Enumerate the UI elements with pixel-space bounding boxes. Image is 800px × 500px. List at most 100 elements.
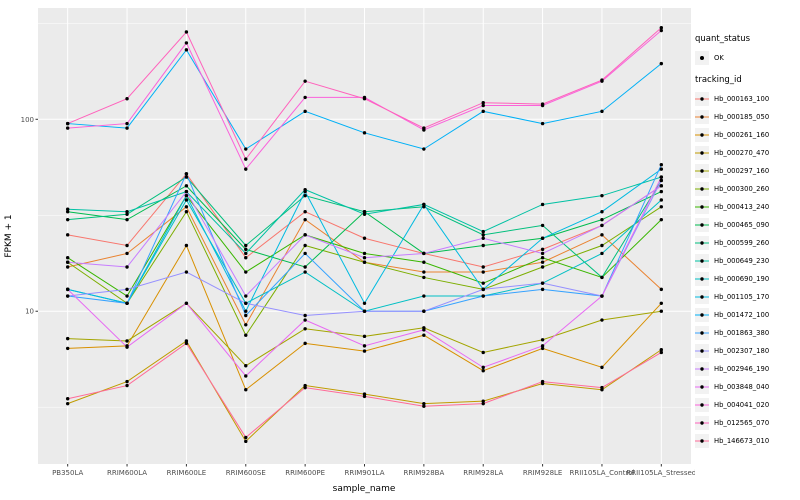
data-point bbox=[303, 270, 307, 274]
data-point bbox=[125, 265, 129, 269]
legend-key-icon bbox=[695, 92, 709, 106]
legend-item-label: Hb_146673_010 bbox=[714, 437, 770, 445]
legend-item: Hb_012565_070 bbox=[695, 414, 800, 432]
data-point bbox=[244, 251, 248, 256]
data-point bbox=[65, 287, 70, 292]
legend-key-icon bbox=[695, 380, 709, 394]
data-point bbox=[125, 251, 129, 256]
legend-item-label: Hb_001472_100 bbox=[714, 311, 770, 319]
data-point bbox=[540, 346, 545, 351]
legend-key-icon bbox=[695, 128, 709, 142]
legend-item: Hb_000261_160 bbox=[695, 126, 800, 144]
data-point bbox=[481, 103, 485, 108]
data-point bbox=[481, 365, 485, 370]
legend-item: Hb_001472_100 bbox=[695, 306, 800, 324]
data-point bbox=[125, 294, 129, 298]
plot-panel: 10 100 PB350LA RRIM600LA RRIM600LE RRIM600SE R… bbox=[4, 8, 695, 494]
legend-item: Hb_000413_240 bbox=[695, 198, 800, 216]
data-point bbox=[481, 399, 485, 403]
data-point bbox=[362, 394, 367, 399]
data-point bbox=[659, 350, 664, 355]
data-point bbox=[659, 184, 664, 188]
data-point bbox=[422, 328, 426, 332]
data-point bbox=[184, 210, 189, 214]
data-point bbox=[244, 323, 248, 327]
data-point bbox=[540, 247, 545, 252]
legend-item-label: Hb_000300_260 bbox=[714, 185, 770, 193]
data-point bbox=[65, 233, 70, 237]
legend-key-icon bbox=[695, 236, 709, 250]
legend-item-label: Hb_003848_040 bbox=[714, 383, 770, 391]
data-point bbox=[303, 265, 307, 269]
data-point bbox=[303, 243, 307, 248]
data-point bbox=[659, 287, 664, 292]
plot-svg: 10 100 PB350LA RRIM600LA RRIM600LE RRIM600SE R… bbox=[4, 8, 695, 494]
legend-item: Hb_146673_010 bbox=[695, 432, 800, 450]
data-point bbox=[600, 365, 604, 370]
data-point bbox=[659, 61, 664, 66]
data-point bbox=[362, 212, 367, 216]
data-point bbox=[362, 349, 367, 353]
legend-quant-status-block: quant_status OK bbox=[695, 34, 800, 67]
data-point bbox=[125, 97, 129, 101]
x-tick-label: RRIM600LE bbox=[167, 469, 207, 477]
data-point bbox=[540, 344, 545, 348]
data-point bbox=[184, 270, 189, 274]
data-point bbox=[659, 175, 664, 179]
data-point bbox=[244, 147, 248, 151]
data-point bbox=[125, 210, 129, 214]
data-point bbox=[600, 217, 604, 222]
data-point bbox=[659, 198, 664, 202]
data-point bbox=[659, 28, 664, 33]
legend-item: Hb_000599_260 bbox=[695, 234, 800, 252]
data-point bbox=[244, 364, 248, 368]
x-tick-label: RRIM928LA bbox=[463, 469, 503, 477]
legend-item: Hb_001105_170 bbox=[695, 288, 800, 306]
data-point bbox=[540, 281, 545, 285]
x-tick-label: RRII105LA_Control bbox=[570, 469, 635, 477]
data-point bbox=[303, 318, 307, 322]
data-point bbox=[481, 101, 485, 105]
legend-item-label: Hb_002307_180 bbox=[714, 347, 770, 355]
data-point bbox=[184, 172, 189, 176]
legend-item-label: Hb_000297_160 bbox=[714, 167, 770, 175]
x-tick-label: RRIM600LA bbox=[107, 469, 147, 477]
data-point bbox=[65, 294, 70, 298]
legend-key-icon bbox=[695, 218, 709, 232]
data-point bbox=[65, 265, 70, 269]
legend-key-icon bbox=[695, 362, 709, 376]
data-point bbox=[303, 251, 307, 256]
legend-key-icon bbox=[695, 254, 709, 268]
data-point bbox=[422, 147, 426, 151]
legend-item-label: Hb_000690_190 bbox=[714, 275, 770, 283]
data-point bbox=[184, 339, 189, 343]
data-point bbox=[303, 327, 307, 331]
legend-item: Hb_000185_050 bbox=[695, 108, 800, 126]
data-point bbox=[362, 334, 367, 339]
data-point bbox=[659, 205, 664, 209]
legend-item-label: Hb_000465_090 bbox=[714, 221, 770, 229]
legend-item-ok: OK bbox=[695, 49, 800, 67]
data-point bbox=[540, 251, 545, 256]
x-tick-label: RRIM928BA bbox=[403, 469, 444, 477]
legend-key-icon bbox=[695, 434, 709, 448]
legend-item: Hb_001863_380 bbox=[695, 324, 800, 342]
data-point bbox=[540, 379, 545, 384]
legend-key-icon bbox=[695, 308, 709, 322]
data-point bbox=[659, 26, 664, 30]
data-point bbox=[65, 210, 70, 214]
data-point bbox=[422, 275, 426, 280]
data-point bbox=[303, 385, 307, 390]
data-point bbox=[303, 109, 307, 114]
data-point bbox=[540, 265, 545, 269]
legend: quant_status OK tracking_id Hb_000163_10… bbox=[695, 0, 800, 500]
legend-tracking-id-block: tracking_id Hb_000163_100 Hb_000185_050 Hb… bbox=[695, 75, 800, 450]
data-point bbox=[125, 212, 129, 216]
data-point bbox=[422, 205, 426, 209]
data-point bbox=[184, 243, 189, 248]
data-point bbox=[244, 439, 248, 444]
data-point bbox=[600, 109, 604, 114]
legend-item: Hb_000163_100 bbox=[695, 90, 800, 108]
data-point bbox=[659, 167, 664, 171]
legend-item-label: Hb_000649_230 bbox=[714, 257, 770, 265]
